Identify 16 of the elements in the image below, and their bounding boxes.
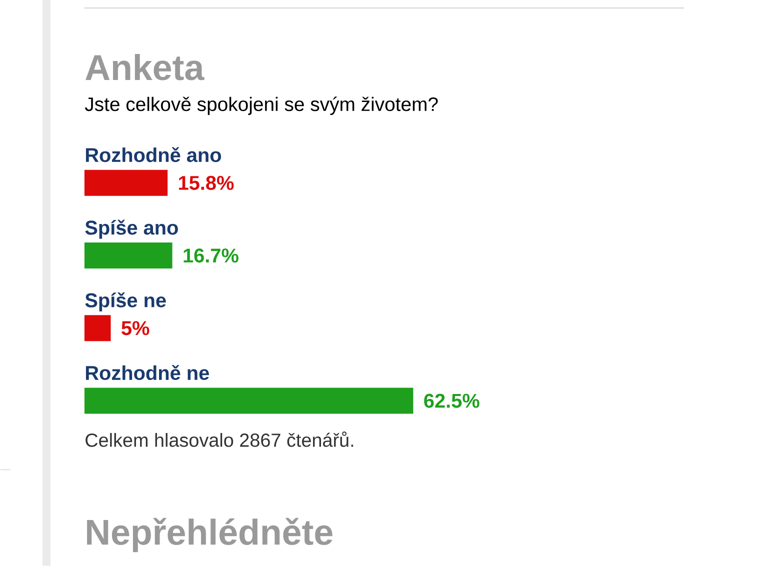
y-tick-label: Rozhodně ne [86,365,209,380]
bar [84,388,414,414]
y-tick-label: Spíše ano [85,220,178,239]
y-tick-label: Rozhodně ano [86,147,222,162]
bar [84,315,111,342]
data-label: 62.5% [424,394,480,408]
y-tick-label: Spíše ne [85,292,166,312]
chart-subtitle: Jste celkově spokojeni se svým životem? [84,96,438,116]
bar [84,242,172,269]
data-label: 5% [122,321,150,336]
bar [84,170,168,196]
data-label: 16.7% [184,248,238,263]
data-label: 15.8% [179,176,234,190]
text: Nepřehlédněte [87,518,332,552]
chart-title: Anketa [86,54,204,80]
text: Celkem hlasovalo 2867 čtenářů. [86,432,354,448]
